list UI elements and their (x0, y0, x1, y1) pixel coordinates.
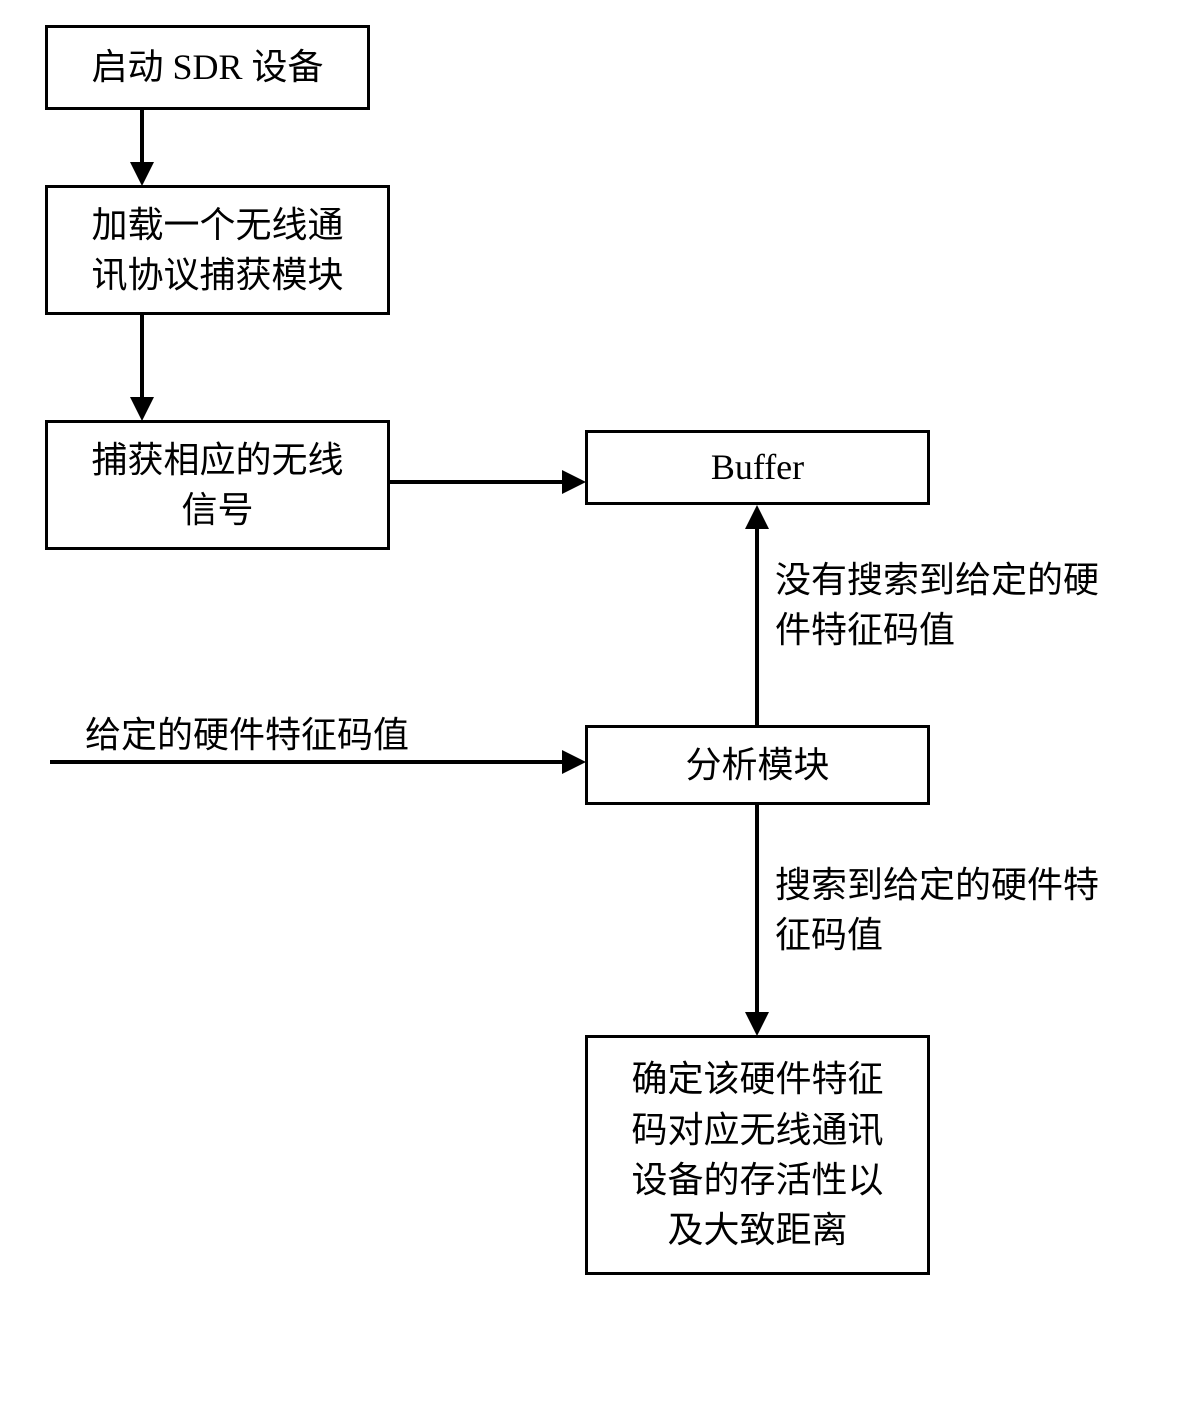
node-buffer-text: Buffer (711, 442, 804, 492)
arrow-6-head (745, 1012, 769, 1036)
node-capture-signal-text: 捕获相应的无线 信号 (91, 435, 343, 536)
arrow-5-head (562, 750, 586, 774)
node-buffer: Buffer (585, 430, 930, 505)
node-determine: 确定该硬件特征 码对应无线通讯 设备的存活性以 及大致距离 (585, 1035, 930, 1275)
edge-label-input: 给定的硬件特征码值 (85, 710, 409, 760)
arrow-3-line (390, 480, 565, 484)
arrow-4-head (745, 505, 769, 529)
node-capture-signal: 捕获相应的无线 信号 (45, 420, 390, 550)
edge-label-found-line2: 征码值 (775, 915, 883, 955)
arrow-6-line (755, 805, 759, 1015)
edge-label-not-found-line2: 件特征码值 (775, 610, 955, 650)
arrow-1-head (130, 162, 154, 186)
node-determine-text: 确定该硬件特征 码对应无线通讯 设备的存活性以 及大致距离 (631, 1054, 883, 1256)
node-analysis-text: 分析模块 (685, 740, 829, 790)
arrow-2-head (130, 397, 154, 421)
edge-label-found: 搜索到给定的硬件特 征码值 (775, 860, 1155, 961)
node-load-module-text: 加载一个无线通 讯协议捕获模块 (91, 200, 343, 301)
arrow-1-line (140, 110, 144, 165)
arrow-5-line (50, 760, 565, 764)
arrow-4-line (755, 525, 759, 725)
edge-label-not-found: 没有搜索到给定的硬 件特征码值 (775, 555, 1155, 656)
node-analysis: 分析模块 (585, 725, 930, 805)
node-start-sdr-text: 启动 SDR 设备 (91, 42, 323, 92)
node-load-module: 加载一个无线通 讯协议捕获模块 (45, 185, 390, 315)
edge-label-found-line1: 搜索到给定的硬件特 (775, 865, 1099, 905)
edge-label-not-found-line1: 没有搜索到给定的硬 (775, 560, 1099, 600)
edge-label-input-text: 给定的硬件特征码值 (85, 715, 409, 755)
arrow-2-line (140, 315, 144, 400)
arrow-3-head (562, 470, 586, 494)
node-start-sdr: 启动 SDR 设备 (45, 25, 370, 110)
